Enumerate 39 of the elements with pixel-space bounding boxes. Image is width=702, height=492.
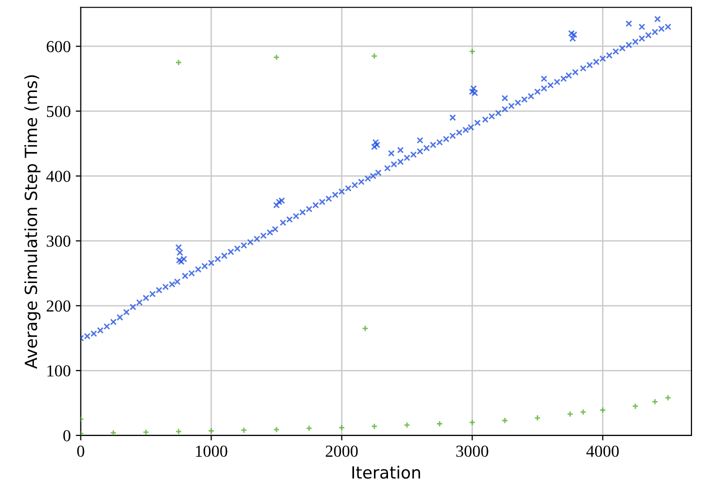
y-tick-label: 400	[46, 170, 70, 182]
point	[599, 406, 606, 414]
point	[273, 54, 280, 61]
y-tick-label: 0	[63, 430, 70, 442]
y-axis-title: Average Simulation Step Time (ms)	[24, 75, 40, 369]
point	[362, 325, 369, 332]
x-tick-label: 1000	[196, 446, 228, 457]
point	[208, 428, 215, 434]
point	[566, 410, 574, 418]
point	[371, 52, 378, 60]
point	[468, 48, 476, 55]
point	[273, 426, 280, 433]
point	[468, 419, 476, 426]
point	[664, 394, 672, 402]
y-tick-label: 600	[46, 40, 70, 52]
y-tick-label: 200	[46, 300, 70, 312]
x-tick-label: 3000	[456, 446, 488, 457]
point	[371, 423, 378, 430]
point	[338, 424, 346, 431]
point	[632, 402, 639, 410]
point	[175, 428, 182, 435]
y-tick-label: 300	[46, 236, 70, 247]
point	[175, 59, 182, 66]
point	[534, 414, 541, 422]
point	[652, 398, 658, 405]
x-tick-label: 2000	[326, 446, 358, 457]
point	[502, 417, 508, 424]
point	[142, 428, 150, 436]
point	[110, 430, 117, 436]
point	[404, 422, 410, 428]
x-tick-label: 0	[77, 446, 84, 457]
point	[240, 426, 248, 434]
x-axis-title: Iteration	[352, 466, 420, 479]
point	[436, 420, 443, 428]
x-tick-label: 4000	[586, 446, 619, 457]
y-tick-label: 500	[46, 106, 70, 118]
y-tick-label: 100	[47, 365, 70, 377]
point	[306, 424, 312, 432]
point	[580, 408, 586, 416]
